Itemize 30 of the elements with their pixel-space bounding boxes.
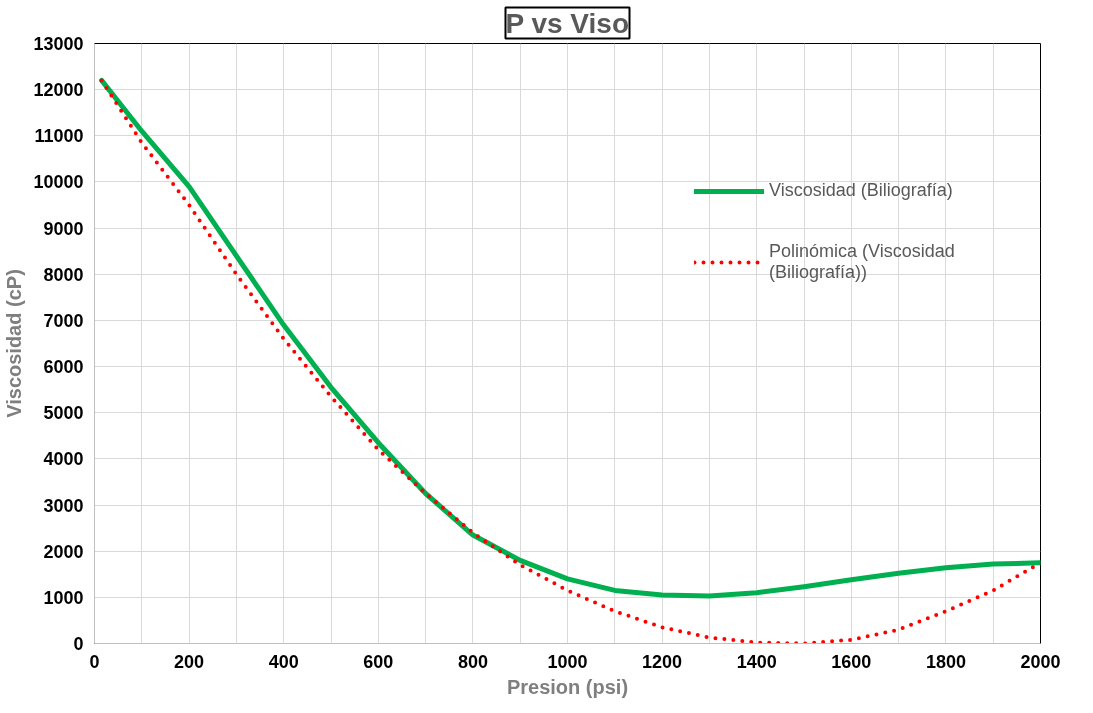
x-tick-label: 1200 [642, 651, 683, 672]
x-tick-label: 600 [363, 651, 394, 672]
y-tick-label: 6000 [43, 357, 84, 378]
y-tick-label: 8000 [43, 264, 84, 285]
y-tick-label: 11000 [34, 126, 84, 147]
y-tick-label: 2000 [43, 541, 84, 562]
y-axis-title: Viscosidad (cP) [3, 269, 26, 418]
y-tick-label: 13000 [33, 34, 84, 54]
y-tick-label: 0 [73, 634, 84, 654]
legend-label: Polinómica (Viscosidad (Biliografía)) [769, 241, 955, 283]
x-axis-title: Presion (psi) [506, 675, 629, 698]
x-tick-label: 400 [268, 651, 299, 672]
y-tick-label: 5000 [43, 403, 84, 424]
x-tick-label: 1000 [547, 651, 588, 672]
y-tick-label: 12000 [33, 80, 84, 101]
x-tick-label: 1400 [736, 651, 777, 672]
y-tick-label: 4000 [43, 449, 84, 470]
y-tick-label: 7000 [43, 310, 84, 331]
x-tick-label: 1600 [831, 651, 872, 672]
chart-title: P vs Viso [505, 7, 629, 39]
y-tick-label: 10000 [33, 172, 84, 193]
y-tick-label: 9000 [43, 218, 84, 239]
x-tick-label: 200 [174, 651, 205, 672]
y-tick-label: 1000 [43, 587, 84, 608]
x-tick-label: 0 [89, 651, 100, 672]
x-tick-label: 2000 [1020, 651, 1061, 672]
x-tick-label: 1800 [925, 651, 966, 672]
y-tick-label: 3000 [43, 495, 84, 516]
x-tick-label: 800 [457, 651, 488, 672]
legend-label: Viscosidad (Biliografía) [769, 180, 953, 201]
